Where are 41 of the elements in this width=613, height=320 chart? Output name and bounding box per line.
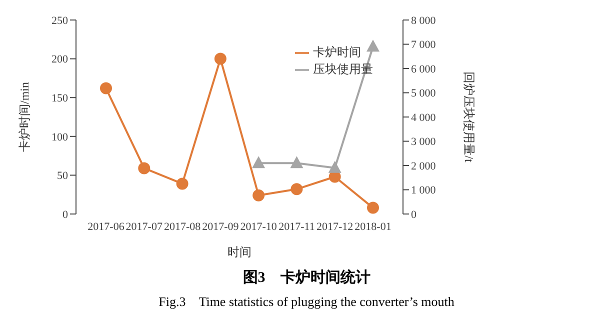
y2-tick-label: 1 000 — [411, 184, 436, 197]
y2-tick-label: 0 — [411, 208, 417, 221]
y2-tick-label: 3 000 — [411, 136, 436, 148]
point — [176, 178, 188, 190]
y-tick-label: 50 — [57, 170, 68, 182]
point — [252, 156, 266, 168]
legend-label: 压块使用量 — [313, 62, 373, 76]
x-axis-title: 时间 — [228, 245, 252, 259]
point — [252, 189, 265, 202]
x-tick-label: 2017-09 — [202, 220, 240, 233]
x-tick-label: 2017-06 — [88, 220, 125, 233]
y-tick-label: 0 — [62, 208, 68, 221]
point — [367, 202, 379, 214]
point — [100, 82, 112, 94]
text: Fig.3 Time statistics of plugging the converter’s mouth — [158, 293, 456, 311]
legend-label: 卡炉时间 — [313, 45, 361, 59]
x-tick-label: 2017-12 — [316, 220, 354, 233]
x-tick-label: 2017-11 — [278, 220, 315, 233]
y-tick-label: 200 — [52, 54, 68, 66]
point — [214, 52, 226, 65]
y2-tick-label: 8 000 — [411, 14, 436, 27]
y2-tick-label: 7 000 — [411, 39, 436, 52]
y2-axis-title: 回炉压块使用量/t — [462, 72, 476, 163]
point — [138, 162, 150, 174]
point — [366, 40, 380, 52]
y-tick-label: 250 — [52, 14, 68, 27]
text: 图3 卡炉时间统计 — [242, 268, 372, 287]
y2-tick-label: 6 000 — [411, 63, 436, 76]
y-tick-label: 100 — [52, 131, 68, 144]
y2-tick-label: 4 000 — [411, 112, 436, 124]
y-axis-title: 卡炉时间/min — [17, 82, 32, 152]
y2-tick-label: 2 000 — [411, 160, 436, 172]
y2-tick-label: 5 000 — [411, 88, 436, 100]
point — [290, 183, 303, 196]
y-tick-label: 150 — [52, 92, 68, 105]
x-tick-label: 2017-10 — [240, 220, 278, 233]
point — [290, 156, 304, 168]
x-tick-label: 2017-08 — [164, 220, 202, 233]
x-tick-label: 2017-07 — [126, 220, 163, 233]
point — [328, 160, 342, 173]
x-tick-label: 2018-01 — [354, 220, 392, 233]
